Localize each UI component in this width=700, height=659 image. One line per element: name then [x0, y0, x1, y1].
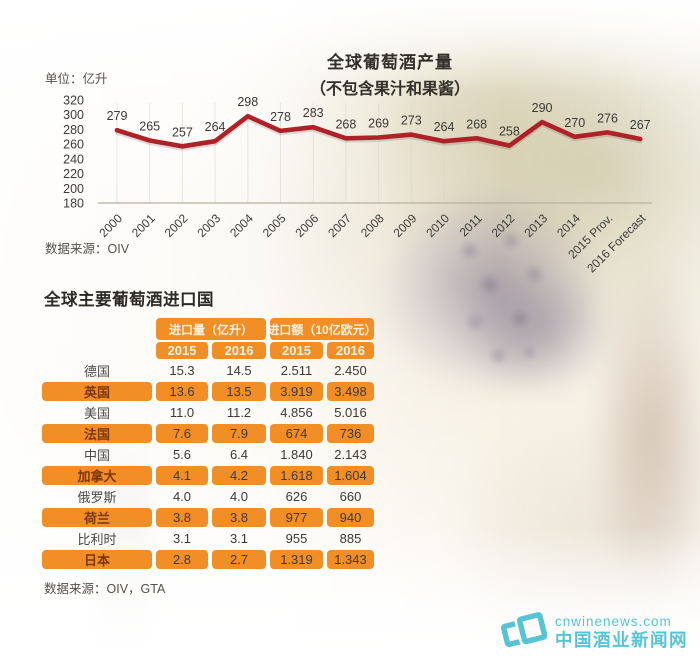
table-cell-value: 3.919	[270, 382, 323, 401]
table-cell-value: 977	[270, 508, 323, 527]
table-cell-value: 955	[285, 531, 308, 546]
table-cell-value: 13.5	[212, 382, 266, 401]
table-cell-value: 2.143	[334, 447, 367, 462]
table-cell-value: 940	[327, 508, 374, 527]
cnwinenews-logo-icon	[501, 611, 547, 648]
chart-source: 数据来源：OIV	[45, 242, 130, 256]
table-cell-country: 日本	[42, 550, 152, 569]
table-cell-country: 英国	[42, 382, 152, 401]
table-cell-value: 15.3	[169, 363, 195, 378]
table-cell-country: 中国	[83, 448, 110, 463]
table-cell-country: 德国	[83, 364, 110, 379]
table-cell-value: 2.511	[280, 363, 313, 378]
table-cell-value: 1.618	[270, 466, 323, 485]
table-cell-value: 2.7	[212, 550, 266, 569]
table-header-year-vol-2016: 2016	[212, 342, 266, 359]
table-cell-value: 6.4	[229, 447, 249, 462]
table-cell-country: 法国	[42, 424, 152, 443]
table-cell-value: 3.498	[327, 382, 374, 401]
table-cell-value: 13.6	[156, 382, 208, 401]
table-cell-value: 11.2	[226, 405, 252, 420]
table-cell-value: 4.856	[280, 405, 313, 420]
table-cell-value: 5.6	[172, 447, 192, 462]
table-source: 数据来源：OIV，GTA	[44, 582, 166, 596]
table-cell-value: 1.840	[280, 447, 313, 462]
table-cell-value: 1.604	[327, 466, 374, 485]
table-cell-value: 674	[270, 424, 323, 443]
logo-text: cnwinenews.com 中国酒业新闻网	[555, 614, 688, 650]
table-cell-country: 加拿大	[42, 466, 152, 485]
chart-title: 全球葡萄酒产量 （不包含果汁和果酱）	[250, 48, 530, 99]
table-cell-value: 5.016	[334, 405, 367, 420]
table-cell-country: 美国	[83, 406, 110, 421]
table-cell-value: 3.1	[229, 531, 249, 546]
table-header-spacer	[42, 318, 152, 340]
table-cell-value: 7.6	[156, 424, 208, 443]
table-cell-country: 俄罗斯	[77, 490, 117, 505]
logo-domain: cnwinenews.com	[555, 614, 672, 630]
table-cell-value: 1.319	[270, 550, 323, 569]
table-cell-value: 660	[339, 489, 362, 504]
table-cell-value: 4.0	[229, 489, 249, 504]
table-header-year-val-2016: 2016	[327, 342, 374, 359]
table-cell-value: 14.5	[226, 363, 252, 378]
table-cell-value: 7.9	[212, 424, 266, 443]
table-cell-value: 626	[285, 489, 308, 504]
table-section-title: 全球主要葡萄酒进口国	[44, 291, 214, 309]
table-cell-value: 3.8	[156, 508, 208, 527]
table-cell-value: 4.2	[212, 466, 266, 485]
table-cell-value: 2.450	[334, 363, 367, 378]
table-cell-value: 736	[327, 424, 374, 443]
logo-site-name: 中国酒业新闻网	[555, 629, 688, 650]
table-header-import-volume: 进口量（亿升）	[156, 318, 266, 340]
table-cell-value: 4.1	[156, 466, 208, 485]
table-cell-value: 1.343	[327, 550, 374, 569]
chart-title-line2: （不包含果汁和果酱）	[309, 81, 470, 98]
table-cell-value: 11.0	[169, 405, 195, 420]
chart-title-line1: 全球葡萄酒产量	[327, 53, 453, 72]
import-table: 进口量（亿升） 进口额（10亿欧元） 2015 2016 2015 2016 德…	[42, 318, 377, 569]
unit-label: 单位：亿升	[45, 72, 108, 86]
table-cell-country: 荷兰	[42, 508, 152, 527]
table-cell-value: 4.0	[172, 489, 192, 504]
table-header-import-value: 进口额（10亿欧元）	[267, 318, 377, 340]
table-cell-value: 3.8	[212, 508, 266, 527]
table-header-year-vol-2015: 2015	[156, 342, 208, 359]
table-cell-value: 2.8	[156, 550, 208, 569]
table-cell-country: 比利时	[77, 532, 117, 547]
table-cell-value: 885	[339, 531, 362, 546]
site-logo: cnwinenews.com 中国酒业新闻网	[501, 611, 688, 653]
table-cell-value: 3.1	[172, 531, 192, 546]
table-header-spacer	[42, 342, 152, 359]
table-header-year-val-2015: 2015	[270, 342, 323, 359]
